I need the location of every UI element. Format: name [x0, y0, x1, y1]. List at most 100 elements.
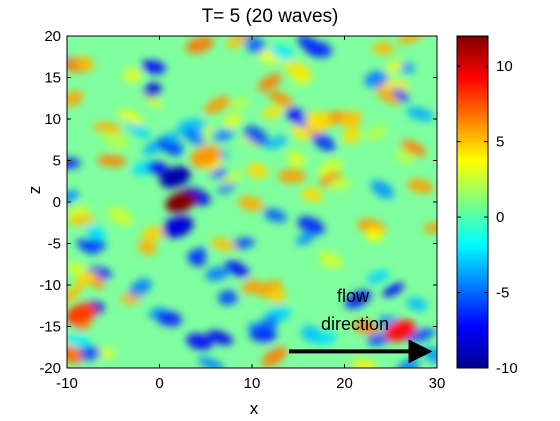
- heatmap-wave-blob: [296, 232, 315, 246]
- heatmap-wave-blob: [238, 196, 264, 212]
- heatmap-wave-blob: [67, 190, 79, 205]
- heatmap-wave-blob: [370, 180, 394, 199]
- colorbar-tick-label: -5: [496, 285, 509, 302]
- heatmap-wave-blob: [86, 224, 106, 242]
- heatmap-wave-blob: [186, 333, 213, 351]
- heatmap-wave-blob: [287, 151, 306, 167]
- heatmap-wave-blob: [406, 106, 434, 122]
- heatmap-wave-blob: [246, 163, 269, 179]
- heatmap-wave-blob: [318, 158, 343, 177]
- heatmap-wave-blob: [189, 247, 207, 260]
- heatmap-wave-blob: [257, 73, 282, 91]
- colorbar-tick-label: 5: [496, 134, 504, 151]
- heatmap-wave-blob: [67, 90, 84, 107]
- heatmap-wave-blob: [423, 222, 437, 234]
- heatmap-wave-blob: [297, 36, 320, 53]
- heatmap-wave-blob: [372, 42, 395, 55]
- x-tick-label: 10: [244, 375, 261, 392]
- heatmap-wave-blob: [283, 61, 312, 79]
- y-axis-ticks: -20 -15 -10 -5 0 5 10 15 20: [39, 28, 437, 377]
- heatmap-wave-blob: [267, 287, 286, 304]
- heatmap-feature: [165, 191, 197, 213]
- heatmap-wave-blob: [67, 157, 81, 169]
- heatmap-wave-blob: [137, 240, 157, 255]
- heatmap-wave-blob: [76, 56, 95, 71]
- heatmap-wave-blob: [318, 251, 343, 269]
- heatmap-wave-blob: [210, 237, 236, 252]
- heatmap-wave-blob: [264, 135, 288, 149]
- heatmap-feature: [67, 303, 97, 325]
- colorbar-tick-label: 10: [496, 58, 513, 75]
- heatmap-wave-blob: [143, 82, 162, 98]
- chart-title: T= 5 (20 waves): [202, 6, 339, 27]
- y-tick-label: 5: [53, 153, 61, 170]
- heatmap-wave-blob: [301, 187, 324, 203]
- heatmap-wave-blob: [314, 332, 337, 345]
- heatmap-wave-blob: [344, 289, 372, 309]
- heatmap-wave-blob: [246, 37, 266, 54]
- colorbar: [456, 35, 489, 369]
- heatmap-wave-blob: [140, 60, 166, 74]
- heatmap-wave-blob: [262, 105, 285, 119]
- heatmap-wave-blob: [122, 67, 143, 83]
- heatmap-wave-blob: [406, 328, 436, 342]
- heatmap-wave-blob: [263, 208, 287, 223]
- heatmap-wave-blob: [67, 214, 96, 226]
- heatmap-wave-blob: [220, 171, 242, 186]
- heatmap-wave-blob: [327, 177, 352, 191]
- heatmap-field: [67, 36, 437, 368]
- heatmap-wave-blob: [92, 122, 122, 133]
- heatmap-wave-blob: [165, 140, 184, 157]
- heatmap-wave-blob: [129, 278, 152, 297]
- heatmap-wave-blob: [310, 131, 336, 152]
- x-tick-label: 30: [429, 375, 446, 392]
- heatmap-wave-blob: [342, 111, 362, 129]
- heatmap-wave-blob: [401, 140, 427, 156]
- heatmap-wave-blob: [226, 36, 248, 49]
- y-tick-label: -10: [39, 277, 61, 294]
- heatmap-wave-blob: [223, 113, 242, 129]
- x-tick-label: 0: [155, 375, 163, 392]
- heatmap-wave-blob: [207, 330, 233, 346]
- heatmap-feature: [162, 216, 194, 238]
- heatmap-wave-blob: [406, 297, 428, 311]
- heatmap-plot-area: [67, 36, 437, 368]
- flow-annotation-line2: direction: [321, 314, 389, 334]
- y-tick-label: -20: [39, 360, 61, 377]
- heatmap-wave-blob: [231, 237, 255, 249]
- heatmap-feature: [159, 166, 191, 188]
- colorbar-tick-label: -10: [496, 360, 518, 377]
- heatmap-wave-blob: [218, 290, 238, 306]
- heatmap-feature: [190, 145, 222, 168]
- x-tick-label: 20: [336, 375, 353, 392]
- heatmap-wave-blob: [249, 326, 277, 343]
- heatmap-wave-blob: [205, 266, 230, 281]
- heatmap-wave-blob: [156, 310, 182, 327]
- heatmap-wave-blob: [229, 98, 250, 110]
- heatmap-wave-blob: [211, 129, 234, 142]
- colorbar-ticks: -10 -5 0 5 10: [457, 58, 518, 377]
- heatmap-wave-blob: [353, 320, 379, 335]
- heatmap-wave-blob: [185, 36, 214, 54]
- heatmap-feature: [384, 319, 416, 342]
- heatmap-wave-blob: [67, 335, 92, 347]
- heatmap-wave-blob: [74, 271, 98, 287]
- heatmap-wave-blob: [297, 216, 325, 235]
- heatmap-wave-blob: [385, 59, 404, 74]
- heatmap-wave-blob: [67, 285, 83, 305]
- heatmap-wave-blob: [367, 333, 389, 346]
- heatmap-wave-blob: [224, 260, 250, 277]
- x-tick-label: -10: [56, 375, 78, 392]
- heatmap-wave-blob: [366, 270, 389, 284]
- heatmap-wave-blob: [285, 107, 311, 127]
- heatmap-wave-blob: [67, 262, 88, 275]
- heatmap-wave-blob: [67, 348, 81, 361]
- y-tick-label: -5: [48, 236, 61, 253]
- y-axis-label: z: [25, 186, 44, 195]
- heatmap-wave-blob: [141, 226, 167, 242]
- heatmap-wave-blob: [197, 356, 225, 368]
- x-axis-ticks: -10 0 10 20 30: [56, 36, 445, 392]
- flow-annotation-line1: flow: [337, 286, 370, 306]
- heatmap-wave-blob: [261, 346, 288, 367]
